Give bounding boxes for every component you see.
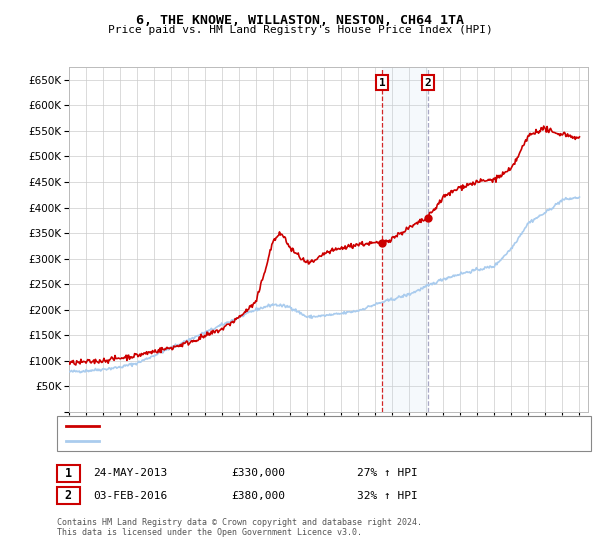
Text: 27% ↑ HPI: 27% ↑ HPI	[357, 468, 418, 478]
Text: 2: 2	[425, 78, 431, 88]
Text: 32% ↑ HPI: 32% ↑ HPI	[357, 491, 418, 501]
Text: £330,000: £330,000	[231, 468, 285, 478]
Bar	[382, 67, 428, 412]
Text: Price paid vs. HM Land Registry's House Price Index (HPI): Price paid vs. HM Land Registry's House …	[107, 25, 493, 35]
Text: Contains HM Land Registry data © Crown copyright and database right 2024.
This d: Contains HM Land Registry data © Crown c…	[57, 518, 422, 538]
Text: 6, THE KNOWE, WILLASTON, NESTON, CH64 1TA (detached house): 6, THE KNOWE, WILLASTON, NESTON, CH64 1T…	[105, 421, 453, 431]
Text: 6, THE KNOWE, WILLASTON, NESTON, CH64 1TA: 6, THE KNOWE, WILLASTON, NESTON, CH64 1T…	[136, 14, 464, 27]
Text: 24-MAY-2013: 24-MAY-2013	[93, 468, 167, 478]
Text: 2: 2	[65, 489, 72, 502]
Text: £380,000: £380,000	[231, 491, 285, 501]
Text: HPI: Average price, detached house, Cheshire West and Chester: HPI: Average price, detached house, Ches…	[105, 436, 471, 446]
Text: 1: 1	[379, 78, 385, 88]
Text: 03-FEB-2016: 03-FEB-2016	[93, 491, 167, 501]
Text: 1: 1	[65, 466, 72, 480]
